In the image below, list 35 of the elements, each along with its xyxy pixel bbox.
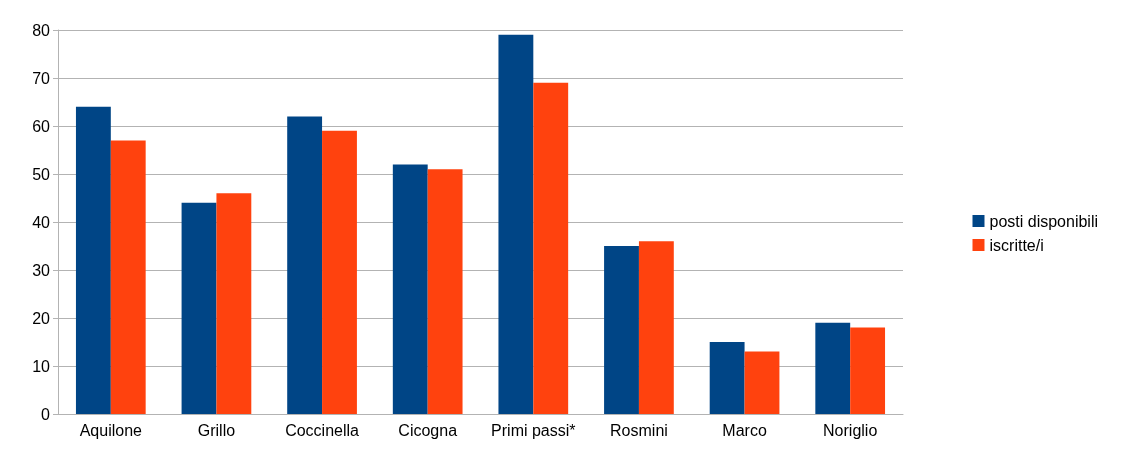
y-tick-label: 30 (32, 261, 51, 279)
bar (427, 169, 463, 414)
bar (638, 241, 674, 414)
y-tick-label: 20 (32, 309, 51, 327)
y-tick-label: 0 (41, 405, 51, 423)
y-tick-label: 60 (32, 117, 51, 135)
bar (216, 193, 252, 414)
y-tick-label: 40 (32, 213, 51, 231)
x-tick-label: Coccinella (285, 421, 360, 439)
bar (709, 342, 745, 414)
legend-label: posti disponibili (989, 212, 1099, 230)
bar (287, 116, 323, 414)
x-tick-label: Aquilone (79, 421, 143, 439)
y-tick-label: 70 (32, 69, 51, 87)
x-tick-label: Cicogna (398, 421, 458, 439)
bar (815, 322, 851, 414)
bar (533, 82, 569, 414)
bar (392, 164, 428, 414)
x-tick-label: Noriglio (823, 421, 878, 439)
bar (110, 140, 146, 414)
bar (850, 327, 886, 414)
y-tick-label: 10 (32, 357, 51, 375)
y-tick-label: 80 (32, 21, 51, 39)
bar (604, 246, 639, 414)
x-tick-label: Rosmini (610, 421, 668, 439)
x-tick-label: Marco (722, 421, 767, 439)
x-tick-label: Grillo (197, 421, 236, 439)
legend-label: iscritte/i (989, 236, 1044, 254)
bar (498, 34, 534, 414)
bar (181, 202, 217, 414)
x-tick-label: Primi passi* (491, 421, 576, 439)
bar (75, 106, 111, 414)
bar (322, 130, 357, 414)
y-tick-label: 50 (32, 165, 51, 183)
bar (744, 351, 780, 414)
